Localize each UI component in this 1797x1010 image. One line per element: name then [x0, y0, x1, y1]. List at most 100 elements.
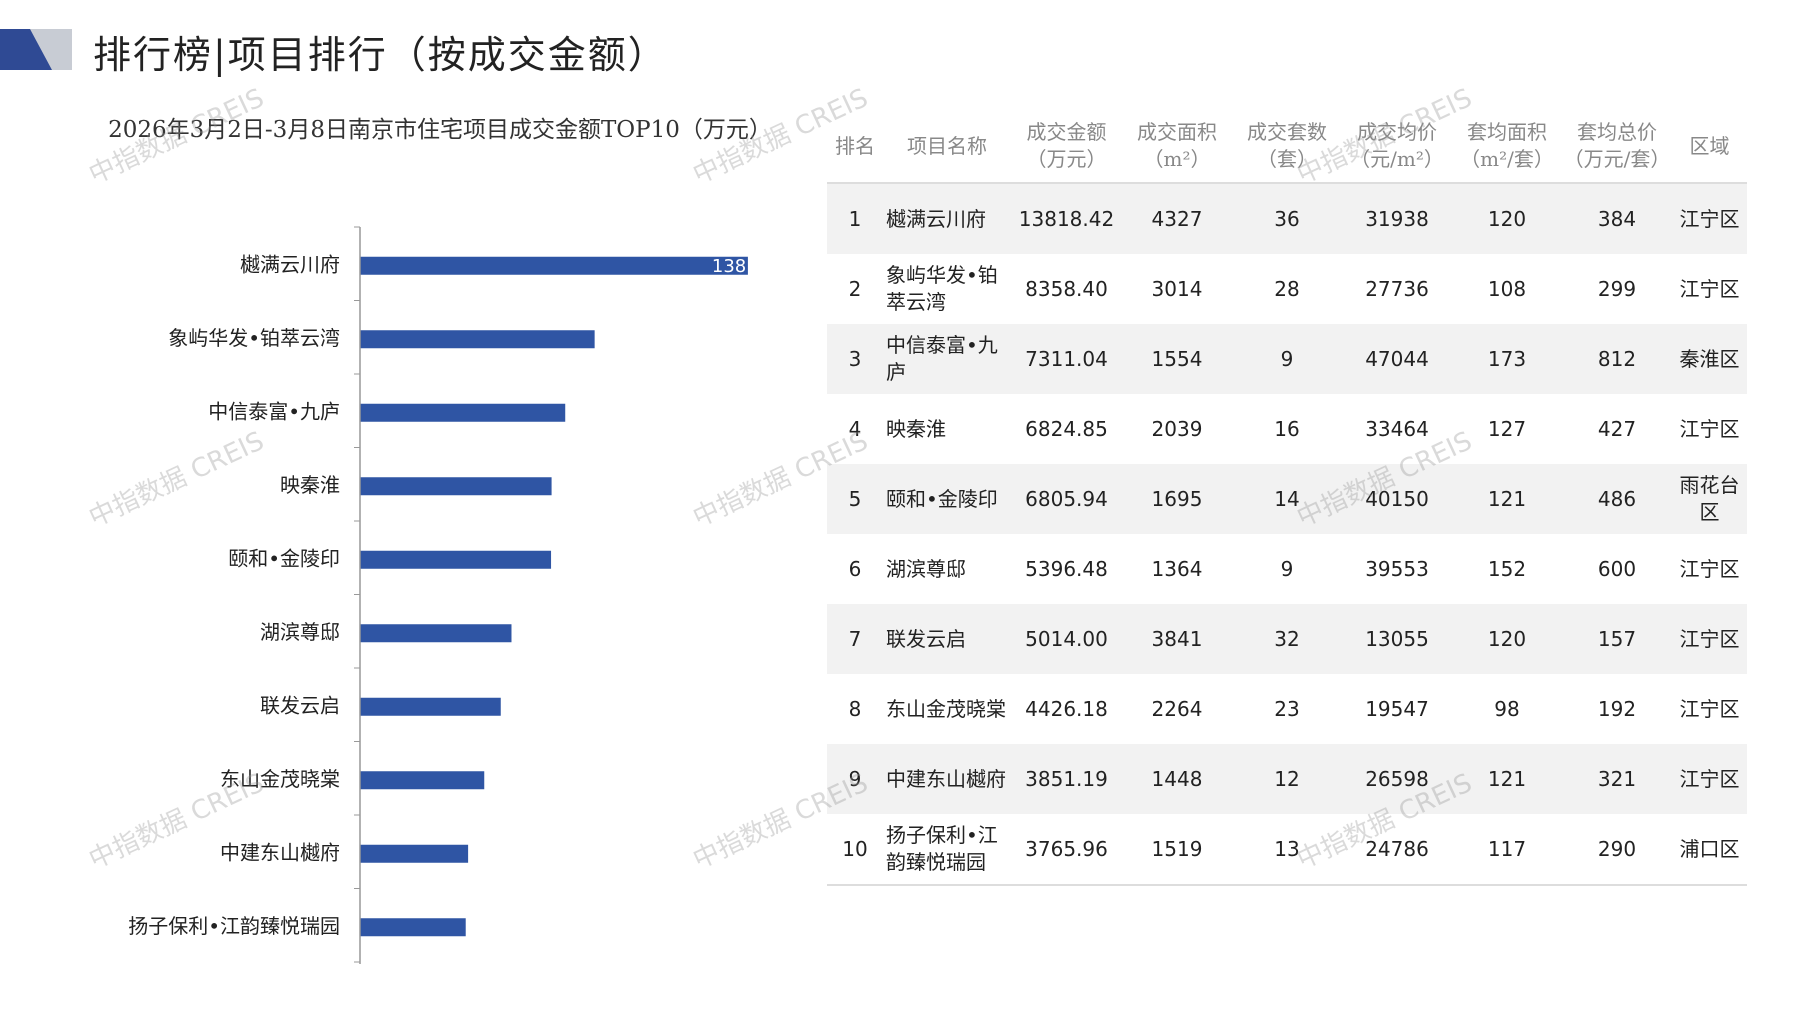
table-cell: 39553 [1365, 556, 1429, 581]
table-cell: 1695 [1122, 464, 1232, 534]
table-row: 7 联发云启 5014.00 3841 32 13055 120 157 江宁区 [827, 604, 1747, 674]
column-header: 成交套数 （套） [1232, 110, 1342, 184]
table-cell: 19547 [1365, 696, 1429, 721]
data-label: 13818.42 [712, 256, 798, 277]
table-cell: 486 [1562, 464, 1672, 534]
y-tick-label: 中信泰富•九庐 [208, 399, 340, 423]
table-cell: 5014.00 [1011, 604, 1122, 674]
table-cell: 384 [1562, 183, 1672, 254]
column-header: 成交面积 （m²） [1122, 110, 1232, 184]
table-cell: 36 [1232, 183, 1342, 254]
bar [360, 697, 501, 716]
table-cell: 5 [827, 464, 883, 534]
table-cell: 江宁区 [1679, 416, 1740, 441]
table-cell: 2264 [1151, 696, 1203, 721]
table-row: 4 映秦淮 6824.85 2039 16 33464 127 427 江宁区 [827, 394, 1747, 464]
column-header: 成交金额 （万元） [1011, 110, 1122, 184]
table-cell: 樾满云川府 [883, 183, 1011, 254]
table-cell: 24786 [1342, 814, 1452, 886]
table-cell: 中信泰富•九庐 [883, 324, 1011, 394]
page-title: 排行榜|项目排行（按成交金额） [93, 33, 668, 77]
bar [360, 624, 512, 643]
table-cell: 10 [827, 814, 883, 886]
table-cell: 98 [1494, 696, 1520, 721]
table-cell: 2039 [1151, 416, 1203, 441]
column-header: 成交均价 （元/m²） [1342, 110, 1452, 184]
table-cell: 秦淮区 [1672, 324, 1747, 394]
table-cell: 40150 [1342, 464, 1452, 534]
table-cell: 47044 [1342, 324, 1452, 394]
table-cell: 13055 [1342, 604, 1452, 674]
table-cell: 6824.85 [1025, 416, 1108, 441]
table-cell: 27736 [1365, 276, 1429, 301]
table-cell: 157 [1562, 604, 1672, 674]
table-row: 8 东山金茂晓棠 4426.18 2264 23 19547 98 192 江宁区 [827, 674, 1747, 744]
table-cell: 雨花台区 [1672, 464, 1747, 534]
table-cell: 1448 [1122, 744, 1232, 814]
y-tick-label: 象屿华发•铂萃云湾 [168, 326, 340, 350]
table-cell: 321 [1562, 744, 1672, 814]
table-cell: 4327 [1122, 183, 1232, 254]
table-cell: 6 [848, 556, 862, 581]
table-cell: 1554 [1122, 324, 1232, 394]
table-cell: 3014 [1151, 276, 1203, 301]
table-cell: 121 [1452, 744, 1562, 814]
table-cell: 26598 [1342, 744, 1452, 814]
table-cell: 3 [827, 324, 883, 394]
y-tick-label: 颐和•金陵印 [228, 546, 340, 570]
table-cell: 8358.40 [1025, 276, 1108, 301]
table-cell: 3851.19 [1011, 744, 1122, 814]
y-tick-label: 中建东山樾府 [220, 840, 340, 864]
table-cell: 江宁区 [1672, 744, 1747, 814]
bar [360, 403, 566, 422]
table-header: 排名 项目名称 成交金额 （万元） 成交面积 （m²） 成交套数 （套） 成交均价 （元/… [827, 110, 1747, 184]
plot-area: 13818.42 [360, 256, 798, 937]
table-cell: 浦口区 [1672, 814, 1747, 886]
chart-title: 2026年3月2日-3月8日南京市住宅项目成交金额TOP10（万元） [108, 117, 772, 143]
bar [360, 550, 552, 569]
table-cell: 5396.48 [1025, 556, 1108, 581]
table-cell: 192 [1597, 696, 1637, 721]
bar [360, 256, 748, 275]
y-tick-label: 联发云启 [260, 693, 340, 717]
table-cell: 3765.96 [1011, 814, 1122, 886]
column-header: 区域 [1672, 110, 1747, 184]
table-cell: 12 [1232, 744, 1342, 814]
bar [360, 918, 466, 937]
table-row: 1 樾满云川府 13818.42 4327 36 31938 120 384 江宁区 [827, 183, 1747, 254]
ranking-table: 排名 项目名称 成交金额 （万元） 成交面积 （m²） 成交套数 （套） 成交均价 （元/… [827, 110, 1747, 886]
table-cell: 600 [1597, 556, 1637, 581]
table-cell: 6805.94 [1011, 464, 1122, 534]
table-cell: 173 [1452, 324, 1562, 394]
table-cell: 28 [1274, 276, 1300, 301]
table-cell: 1 [827, 183, 883, 254]
column-header: 套均面积 （m²/套） [1452, 110, 1562, 184]
table-cell: 中建东山樾府 [883, 744, 1011, 814]
column-header: 项目名称 [883, 110, 1011, 184]
y-tick-label: 扬子保利•江韵臻悦瑞园 [128, 914, 340, 938]
table-cell: 9 [1280, 556, 1294, 581]
table-cell: 9 [1232, 324, 1342, 394]
table-cell: 117 [1452, 814, 1562, 886]
y-tick-label: 湖滨尊邸 [260, 620, 340, 644]
table-cell: 127 [1487, 416, 1527, 441]
table-cell: 8 [848, 696, 862, 721]
y-tick-label: 樾满云川府 [240, 252, 340, 276]
table-cell: 江宁区 [1672, 604, 1747, 674]
table-cell: 1519 [1122, 814, 1232, 886]
y-tick-label: 东山金茂晓棠 [220, 767, 340, 791]
table-cell: 扬子保利•江韵臻悦瑞园 [883, 814, 1011, 886]
table-cell: 江宁区 [1679, 696, 1740, 721]
column-header: 套均总价 （万元/套） [1562, 110, 1672, 184]
table-cell: 2 [848, 276, 862, 301]
y-tick-label: 映秦淮 [280, 473, 340, 497]
table-cell: 33464 [1365, 416, 1429, 441]
table-cell: 31938 [1342, 183, 1452, 254]
table-cell: 东山金茂晓棠 [886, 696, 1006, 721]
table-cell: 812 [1562, 324, 1672, 394]
bar [360, 330, 595, 349]
table-cell: 4426.18 [1025, 696, 1108, 721]
table-cell: 江宁区 [1679, 556, 1740, 581]
table-cell: 3841 [1122, 604, 1232, 674]
